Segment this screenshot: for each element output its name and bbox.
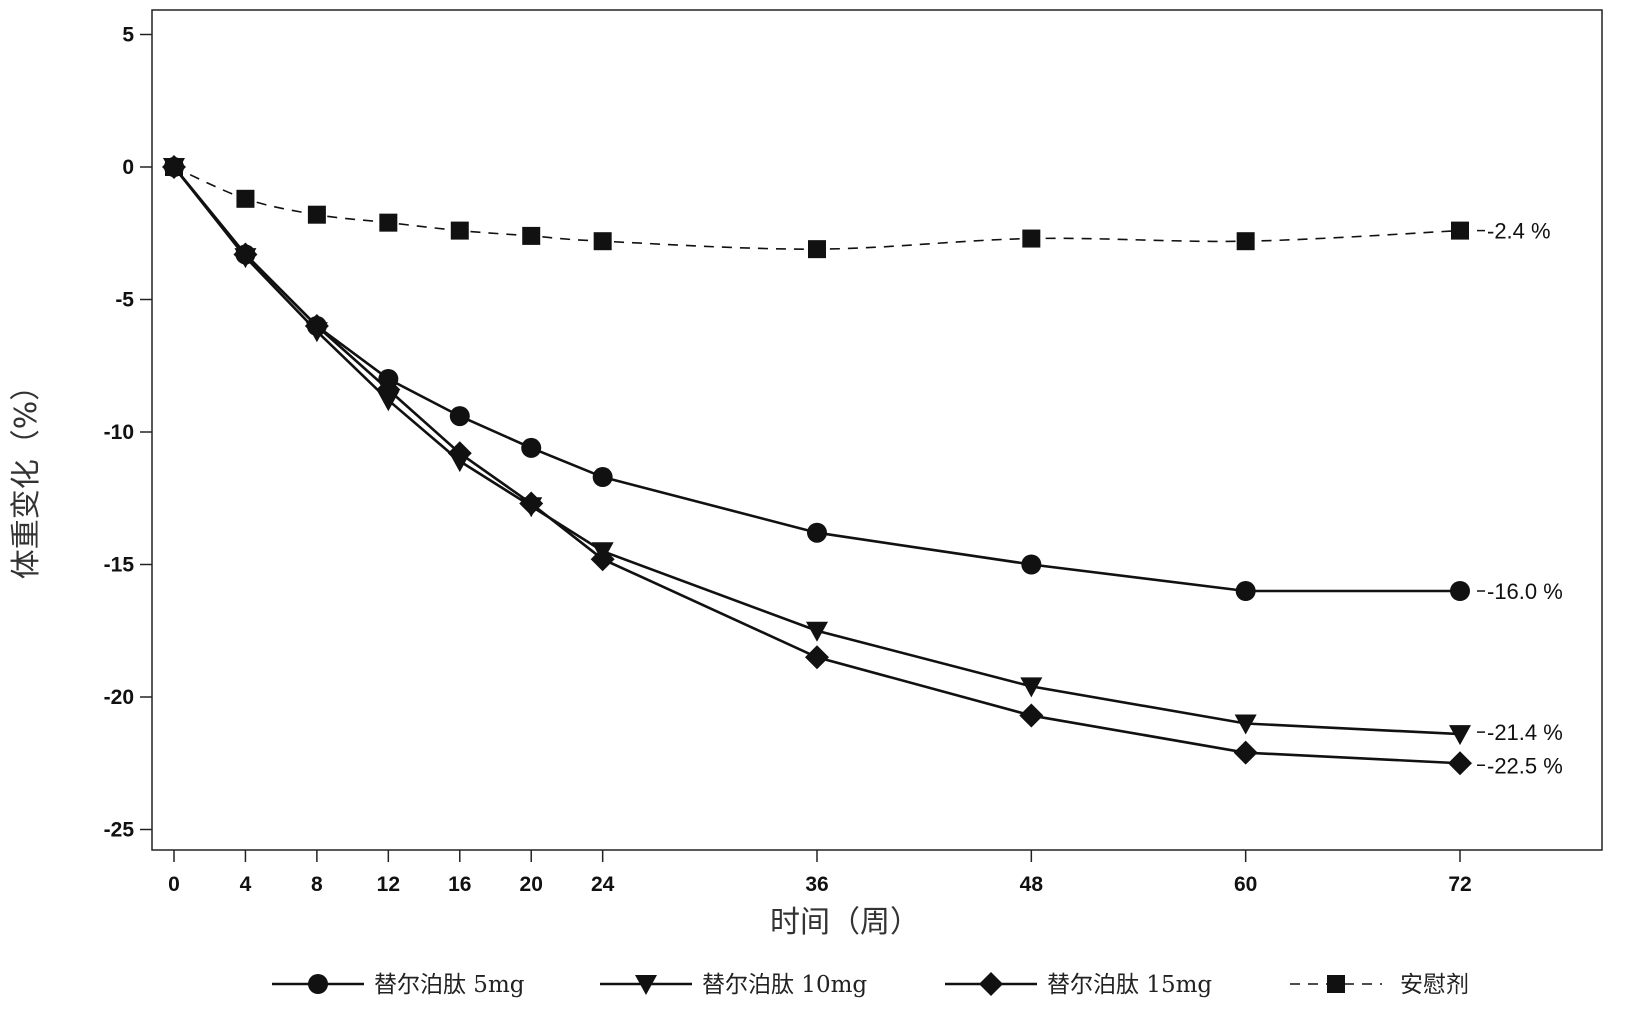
y-axis: 5 0 -5 -10 -15 -20 -25 xyxy=(104,24,152,842)
data-point xyxy=(522,226,541,245)
legend-label: 替尔泊肽 10mg xyxy=(702,972,867,998)
x-tick-label: 48 xyxy=(1020,873,1044,896)
data-point xyxy=(593,232,612,251)
data-point xyxy=(1236,232,1255,251)
legend-marker-triangle-down xyxy=(635,975,657,995)
y-tick-label: -15 xyxy=(104,554,135,577)
data-point xyxy=(1235,581,1256,601)
data-point xyxy=(162,155,186,179)
legend-item: 替尔泊肽 15mg xyxy=(945,972,1212,998)
data-point xyxy=(519,491,544,516)
data-point xyxy=(1451,221,1469,240)
data-point xyxy=(592,467,613,488)
x-tick-label: 0 xyxy=(168,873,180,896)
legend-label: 安慰剂 xyxy=(1400,972,1469,998)
data-point xyxy=(307,205,326,224)
data-point xyxy=(304,314,329,338)
y-tick-label: -5 xyxy=(115,289,134,312)
end-labels: -16.0 % -21.4 % -22.5 % -2.4 % xyxy=(1477,219,1563,778)
series-circle xyxy=(164,157,1470,601)
legend-label: 替尔泊肽 5mg xyxy=(374,972,525,998)
x-tick-label: 72 xyxy=(1448,873,1471,896)
end-value-label: -22.5 % xyxy=(1487,753,1563,778)
end-value-label: -21.4 % xyxy=(1487,720,1563,745)
plot-area-frame xyxy=(151,9,1603,851)
legend-marker-square xyxy=(1327,975,1345,993)
data-point xyxy=(808,240,826,259)
y-tick-label: -25 xyxy=(104,819,135,842)
data-point xyxy=(449,406,470,427)
data-point xyxy=(1450,581,1470,601)
data-point xyxy=(1448,751,1472,776)
legend-item: 替尔泊肽 5mg xyxy=(272,972,525,998)
legend-item: 安慰剂 xyxy=(1290,972,1469,998)
y-tick-label: 5 xyxy=(122,24,134,47)
x-tick-label: 60 xyxy=(1234,873,1257,896)
data-point xyxy=(1233,740,1258,765)
x-tick-label: 4 xyxy=(240,873,252,896)
y-tick-label: 0 xyxy=(122,156,134,179)
x-tick-label: 24 xyxy=(591,873,615,896)
data-point xyxy=(447,441,472,466)
x-tick-label: 36 xyxy=(805,873,828,896)
x-axis: 0 4 8 12 16 20 24 36 48 60 72 xyxy=(168,850,1472,896)
data-point xyxy=(590,547,615,572)
end-value-label: -16.0 % xyxy=(1487,579,1563,604)
y-axis-title: 体重变化（%） xyxy=(9,371,44,580)
y-tick-label: -10 xyxy=(104,421,134,444)
data-point xyxy=(806,621,828,642)
data-point xyxy=(450,221,469,240)
legend-marker-circle xyxy=(308,974,328,994)
legend-item: 替尔泊肽 10mg xyxy=(600,972,867,998)
data-point xyxy=(521,437,542,458)
end-value-label: -2.4 % xyxy=(1487,219,1551,244)
data-point xyxy=(1019,703,1044,728)
data-point xyxy=(236,189,255,208)
legend: 替尔泊肽 5mg 替尔泊肽 10mg 替尔泊肽 15mg 安慰剂 xyxy=(272,972,1469,998)
x-tick-label: 8 xyxy=(311,873,323,896)
data-point xyxy=(379,213,398,232)
data-point xyxy=(233,242,258,267)
series-layer xyxy=(162,155,1472,776)
x-tick-label: 12 xyxy=(377,873,400,896)
data-point xyxy=(805,645,829,670)
legend-label: 替尔泊肽 15mg xyxy=(1047,972,1212,998)
series-line xyxy=(173,166,1461,250)
x-axis-title: 时间（周） xyxy=(770,905,920,940)
data-point xyxy=(1021,554,1042,575)
legend-marker-diamond xyxy=(979,972,1003,996)
series-diamond xyxy=(162,155,1472,776)
series-square xyxy=(165,158,1469,259)
x-tick-label: 20 xyxy=(520,873,543,896)
data-point xyxy=(1020,677,1043,698)
x-tick-label: 16 xyxy=(448,873,471,896)
y-tick-label: -20 xyxy=(104,686,134,709)
data-point xyxy=(1449,725,1471,746)
data-point xyxy=(807,522,827,543)
data-point xyxy=(1022,229,1041,248)
data-point xyxy=(376,377,401,402)
data-point xyxy=(1234,714,1257,735)
